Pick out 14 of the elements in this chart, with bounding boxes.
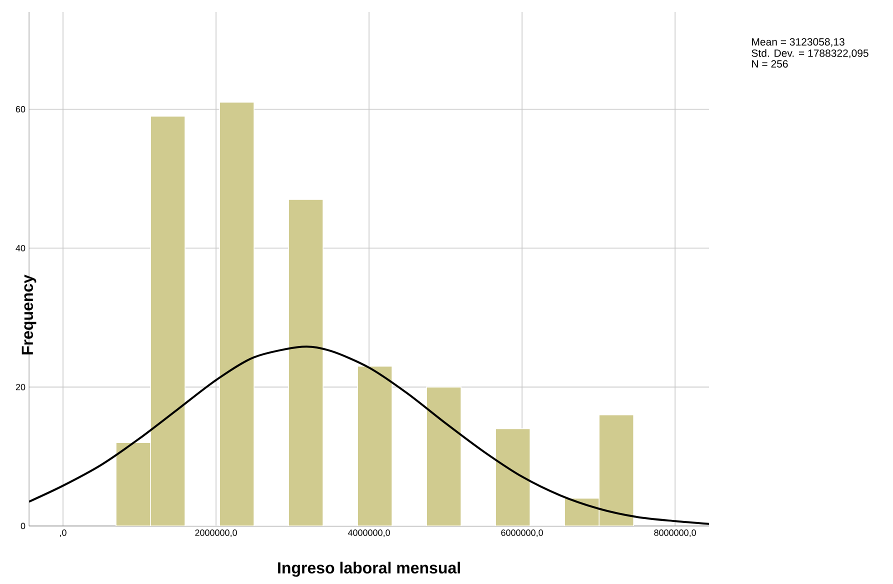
x-axis-title: Ingreso laboral mensual <box>278 562 460 577</box>
y-tick-label: 20 <box>16 384 26 390</box>
y-tick-label: 0 <box>20 522 26 530</box>
y-axis-title: Frequency <box>22 274 36 354</box>
text: N = 256 <box>752 60 788 68</box>
x-tick-label: 4000000,0 <box>348 530 390 537</box>
x-tick-label: ,0 <box>60 530 66 537</box>
y-tick-label: 60 <box>16 106 26 112</box>
y-tick-label: 40 <box>16 244 26 252</box>
x-tick-label: 2000000,0 <box>195 530 237 537</box>
x-tick-label: 8000000,0 <box>654 530 696 537</box>
text: Std. Dev. = 1788322,095 <box>752 49 868 58</box>
text: Mean = 3123058,13 <box>752 38 844 47</box>
x-tick-label: 6000000,0 <box>501 530 543 537</box>
